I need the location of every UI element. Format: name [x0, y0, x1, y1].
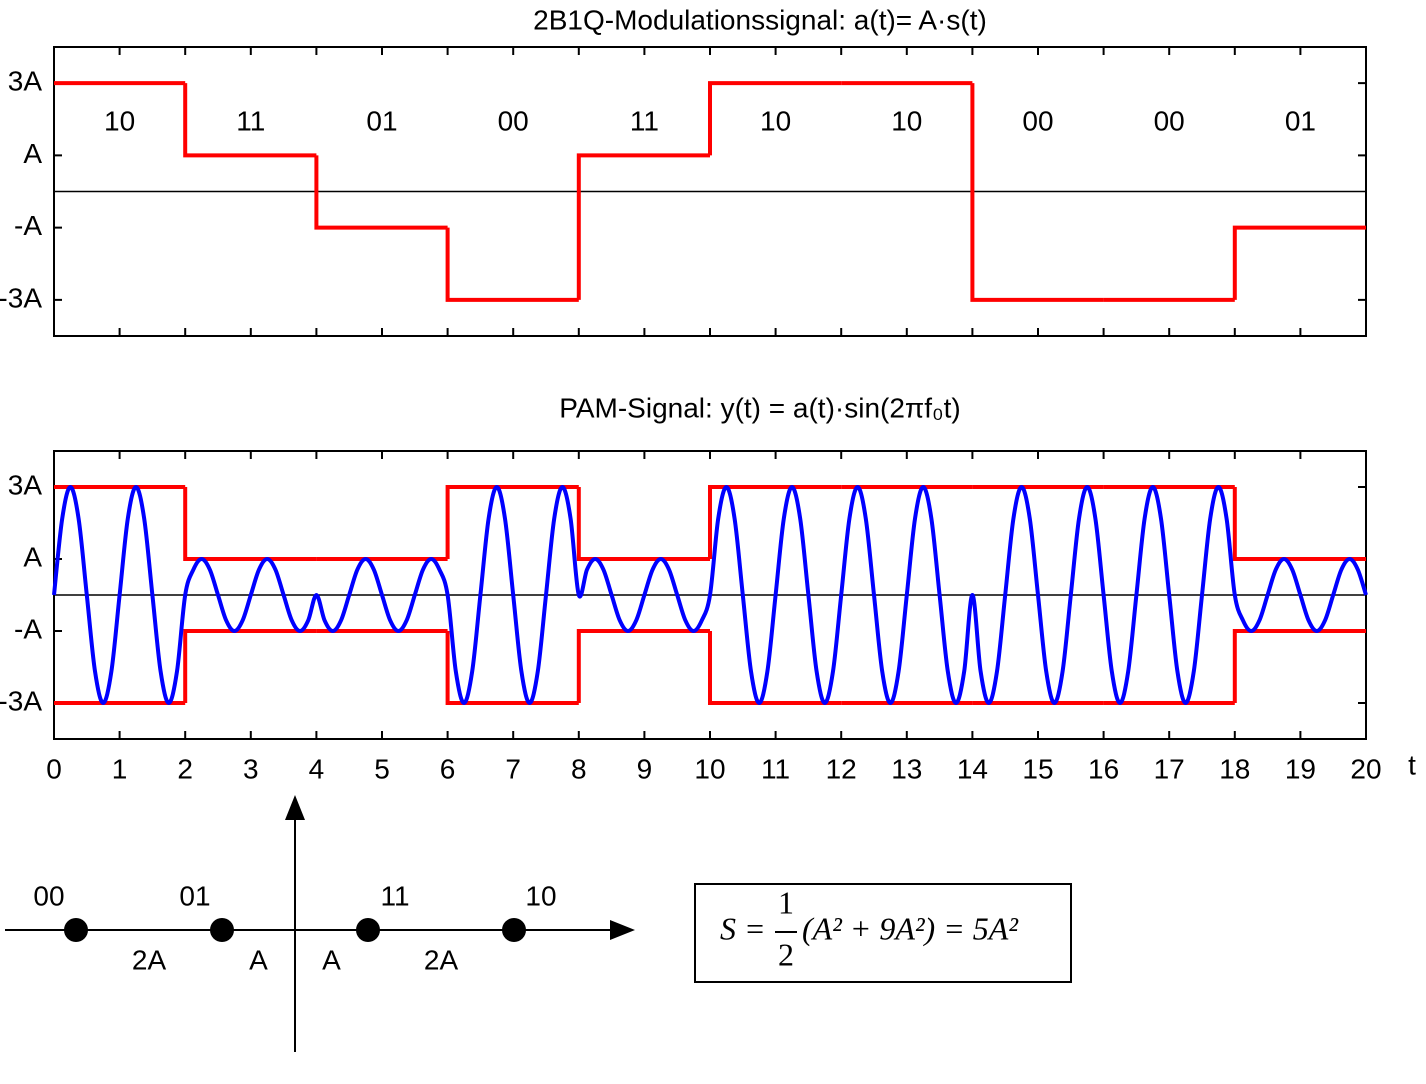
- x-tick-label: 2: [177, 753, 193, 784]
- envelope-lower: [708, 631, 842, 705]
- signal-step: [970, 83, 1104, 302]
- point-label: 11: [380, 880, 409, 911]
- arrow-head: [610, 920, 635, 940]
- symbol-label: 10: [104, 105, 135, 136]
- formula-rhs: (A² + 9A²) = 5A²: [802, 910, 1019, 946]
- point-label: 00: [33, 880, 64, 911]
- y-tick-label: A: [23, 138, 42, 169]
- y-tick-label: -3A: [0, 685, 42, 716]
- spacing-label: 2A: [132, 944, 167, 975]
- x-tick-label: 18: [1219, 753, 1250, 784]
- x-tick-label: 19: [1285, 753, 1316, 784]
- point-label: 10: [525, 880, 556, 911]
- y-tick-label: -3A: [0, 282, 42, 313]
- envelope-upper: [576, 487, 710, 561]
- symbol-label: 01: [366, 105, 397, 136]
- symbol-label: 10: [891, 105, 922, 136]
- x-tick-label: 0: [46, 753, 62, 784]
- signal-step: [183, 83, 317, 158]
- y-tick-label: -A: [14, 210, 42, 241]
- x-tick-label: 14: [957, 753, 988, 784]
- arrow-head: [285, 795, 305, 820]
- symbol-label: 00: [1154, 105, 1185, 136]
- symbol-label: 00: [1022, 105, 1053, 136]
- symbol-label: 11: [236, 105, 265, 136]
- envelope-upper: [708, 485, 842, 559]
- x-tick-label: 3: [243, 753, 259, 784]
- x-axis-label: t: [1408, 749, 1416, 780]
- y-tick-label: A: [23, 541, 42, 572]
- constellation-point: [502, 918, 526, 942]
- point-label: 01: [179, 880, 210, 911]
- envelope-lower: [183, 629, 317, 703]
- x-tick-label: 11: [761, 753, 790, 784]
- envelope-upper: [1232, 487, 1366, 561]
- signal-step: [314, 155, 448, 230]
- x-tick-label: 15: [1022, 753, 1053, 784]
- x-tick-label: 13: [891, 753, 922, 784]
- pam-signal: [52, 485, 1368, 705]
- formula-lhs: S =: [720, 910, 766, 946]
- y-tick-label: -A: [14, 613, 42, 644]
- x-tick-label: 17: [1154, 753, 1185, 784]
- formula-denominator: 2: [778, 936, 794, 972]
- constellation-point: [210, 918, 234, 942]
- symbol-label: 00: [498, 105, 529, 136]
- symbol-label: 11: [630, 105, 659, 136]
- x-tick-label: 4: [309, 753, 325, 784]
- x-tick-label: 10: [694, 753, 725, 784]
- symbol-label: 01: [1285, 105, 1316, 136]
- envelope-lower: [576, 629, 710, 703]
- formula-numerator: 1: [778, 884, 794, 920]
- formula-box: [694, 883, 1072, 983]
- constellation-point: [64, 918, 88, 942]
- x-tick-label: 7: [505, 753, 521, 784]
- envelope-lower: [1232, 629, 1366, 703]
- x-tick-label: 5: [374, 753, 390, 784]
- chart-title: 2B1Q-Modulationssignal: a(t)= A·s(t): [533, 4, 987, 35]
- chart-title: PAM-Signal: y(t) = a(t)·sin(2πf₀t): [559, 392, 961, 423]
- symbol-label: 10: [760, 105, 791, 136]
- signal-step: [1232, 225, 1366, 300]
- x-tick-label: 1: [112, 753, 128, 784]
- envelope-upper: [183, 487, 317, 561]
- constellation-point: [356, 918, 380, 942]
- x-tick-label: 8: [571, 753, 587, 784]
- x-tick-label: 12: [826, 753, 857, 784]
- y-tick-label: 3A: [8, 469, 43, 500]
- signal-step: [708, 81, 842, 156]
- x-tick-label: 16: [1088, 753, 1119, 784]
- signal-step: [445, 227, 579, 302]
- spacing-label: 2A: [424, 944, 459, 975]
- envelope-upper: [445, 485, 579, 559]
- y-tick-label: 3A: [8, 66, 43, 97]
- x-tick-label: 6: [440, 753, 456, 784]
- signal-step: [576, 153, 710, 300]
- spacing-label: A: [322, 944, 341, 975]
- envelope-lower: [445, 631, 579, 705]
- x-tick-label: 9: [637, 753, 653, 784]
- x-tick-label: 20: [1350, 753, 1381, 784]
- spacing-label: A: [249, 944, 268, 975]
